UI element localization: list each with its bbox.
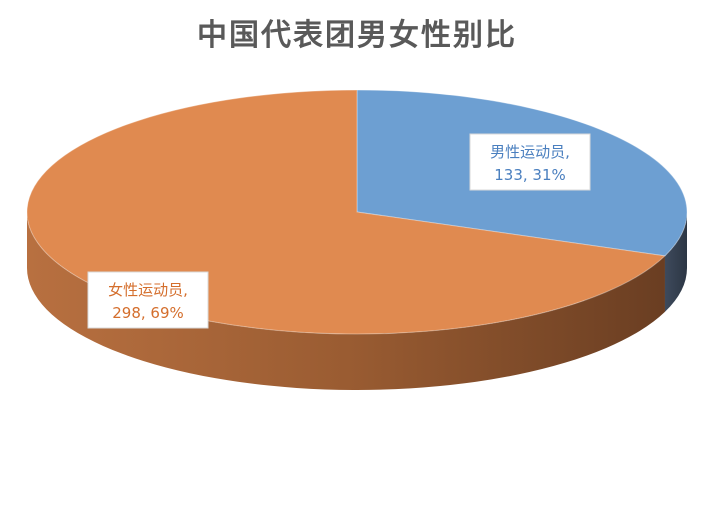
female-slice-side: [27, 212, 665, 391]
label-name: 女性运动员,: [108, 281, 188, 299]
male-slice-side: [664, 212, 687, 312]
label-box: [87, 271, 209, 329]
female-data-label: 女性运动员, 298, 69%: [87, 271, 209, 329]
label-name: 男性运动员,: [490, 143, 570, 161]
label-value: 133, 31%: [494, 166, 566, 184]
pie-labels: 男性运动员, 133, 31% 女性运动员, 298, 69%: [87, 133, 591, 329]
chart-title: 中国代表团男女性别比: [197, 18, 517, 53]
male-data-label: 男性运动员, 133, 31%: [469, 133, 591, 191]
label-value: 298, 69%: [112, 304, 184, 322]
label-box: [469, 133, 591, 191]
